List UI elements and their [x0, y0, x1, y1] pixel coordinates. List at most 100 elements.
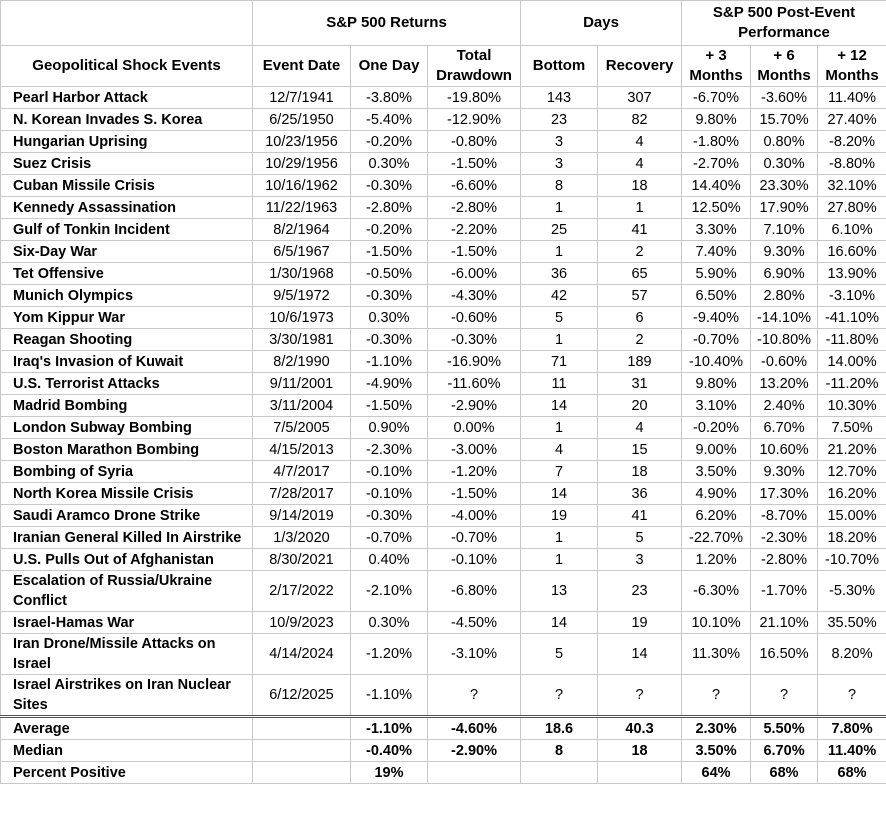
- column-header: One Day: [350, 45, 428, 87]
- event-row: Bombing of Syria 4/7/2017 -0.10% -1.20% 7 18 3…: [0, 460, 886, 483]
- cell: 21.20%: [817, 438, 886, 461]
- cell: 57: [597, 284, 683, 307]
- cell: 18: [597, 174, 683, 197]
- cell: -2.30%: [750, 526, 819, 549]
- cell: 8/30/2021: [252, 548, 351, 571]
- event-name: Iraq's Invasion of Kuwait: [0, 350, 253, 373]
- summary-cell: [597, 761, 683, 784]
- cell: ?: [520, 674, 599, 717]
- cell: ?: [426, 674, 522, 717]
- event-row: Saudi Aramco Drone Strike 9/14/2019 -0.30%…: [0, 504, 886, 527]
- column-header: Geopolitical Shock Events: [0, 45, 253, 87]
- cell: 4/14/2024: [252, 633, 351, 675]
- cell: -2.90%: [426, 394, 522, 417]
- event-name: Escalation of Russia/Ukraine Conflict: [0, 570, 253, 612]
- summary-label: Percent Positive: [0, 761, 253, 784]
- event-row: Escalation of Russia/Ukraine Conflict 2/1…: [0, 570, 886, 612]
- cell: 9.00%: [681, 438, 752, 461]
- event-name: Yom Kippur War: [0, 306, 253, 329]
- cell: 21.10%: [750, 611, 819, 634]
- cell: 0.00%: [426, 416, 522, 439]
- summary-cell: 11.40%: [817, 739, 886, 762]
- cell: 2.80%: [750, 284, 819, 307]
- cell: -1.70%: [750, 570, 819, 612]
- cell: 6: [597, 306, 683, 329]
- summary-cell: [252, 761, 351, 784]
- cell: 3: [520, 130, 599, 153]
- cell: -6.60%: [426, 174, 522, 197]
- cell: 11: [520, 372, 599, 395]
- cell: -1.50%: [426, 152, 522, 175]
- column-header: + 6 Months: [750, 45, 819, 87]
- summary-row: Median -0.40% -2.90% 8 18 3.50% 6.70% 11.40%: [0, 739, 886, 762]
- cell: 1: [520, 548, 599, 571]
- cell: 15.70%: [750, 108, 819, 131]
- cell: -0.70%: [426, 526, 522, 549]
- cell: -0.20%: [681, 416, 752, 439]
- cell: -3.10%: [426, 633, 522, 675]
- cell: -4.50%: [426, 611, 522, 634]
- cell: 41: [597, 218, 683, 241]
- summary-cell: 7.80%: [817, 715, 886, 740]
- cell: -6.80%: [426, 570, 522, 612]
- summary-cell: 68%: [750, 761, 819, 784]
- summary-cell: 19%: [350, 761, 428, 784]
- event-name: Suez Crisis: [0, 152, 253, 175]
- event-row: Yom Kippur War 10/6/1973 0.30% -0.60% 5 6 -9.4…: [0, 306, 886, 329]
- cell: -6.00%: [426, 262, 522, 285]
- cell: 6.70%: [750, 416, 819, 439]
- group-header: S&P 500 Returns: [251, 0, 522, 46]
- event-name: Gulf of Tonkin Incident: [0, 218, 253, 241]
- cell: -3.60%: [750, 86, 819, 109]
- cell: 5: [597, 526, 683, 549]
- cell: -0.30%: [350, 284, 428, 307]
- cell: -0.30%: [350, 504, 428, 527]
- event-name: Six-Day War: [0, 240, 253, 263]
- event-row: N. Korean Invades S. Korea 6/25/1950 -5.40…: [0, 108, 886, 131]
- cell: -0.30%: [350, 328, 428, 351]
- cell: 6.20%: [681, 504, 752, 527]
- summary-cell: 2.30%: [681, 715, 752, 740]
- cell: 10/9/2023: [252, 611, 351, 634]
- cell: 19: [520, 504, 599, 527]
- cell: 9.80%: [681, 108, 752, 131]
- summary-row: Percent Positive 19% 64% 68% 68%: [0, 761, 886, 784]
- summary-label: Median: [0, 739, 253, 762]
- column-header: + 12 Months: [817, 45, 886, 87]
- column-header-row: Geopolitical Shock Events Event Date One D…: [0, 45, 886, 87]
- cell: 31: [597, 372, 683, 395]
- group-header: S&P 500 Post-Event Performance: [681, 0, 886, 46]
- cell: 71: [520, 350, 599, 373]
- cell: 12.70%: [817, 460, 886, 483]
- cell: 3: [597, 548, 683, 571]
- event-name: Madrid Bombing: [0, 394, 253, 417]
- cell: -14.10%: [750, 306, 819, 329]
- column-header: Event Date: [252, 45, 351, 87]
- cell: 10/16/1962: [252, 174, 351, 197]
- cell: -0.70%: [681, 328, 752, 351]
- cell: 2: [597, 240, 683, 263]
- cell: 7.40%: [681, 240, 752, 263]
- event-name: Reagan Shooting: [0, 328, 253, 351]
- cell: 10/23/1956: [252, 130, 351, 153]
- cell: 18.20%: [817, 526, 886, 549]
- summary-cell: -4.60%: [426, 715, 522, 740]
- cell: -2.70%: [681, 152, 752, 175]
- summary-cell: 3.50%: [681, 739, 752, 762]
- cell: -3.80%: [350, 86, 428, 109]
- cell: 27.80%: [817, 196, 886, 219]
- cell: -2.30%: [350, 438, 428, 461]
- event-name: Cuban Missile Crisis: [0, 174, 253, 197]
- summary-cell: 64%: [681, 761, 752, 784]
- returns-table: S&P 500 Returns Days S&P 500 Post-Event Pe…: [0, 0, 886, 784]
- event-row: Iran Drone/Missile Attacks on Israel 4/14…: [0, 633, 886, 675]
- event-name: Munich Olympics: [0, 284, 253, 307]
- cell: 23: [597, 570, 683, 612]
- event-row: Munich Olympics 9/5/1972 -0.30% -4.30% 42 57 6…: [0, 284, 886, 307]
- column-header: Recovery: [597, 45, 683, 87]
- summary-cell: 18.6: [520, 715, 599, 740]
- cell: -0.30%: [350, 174, 428, 197]
- cell: 6/5/1967: [252, 240, 351, 263]
- cell: 6.50%: [681, 284, 752, 307]
- event-name: Hungarian Uprising: [0, 130, 253, 153]
